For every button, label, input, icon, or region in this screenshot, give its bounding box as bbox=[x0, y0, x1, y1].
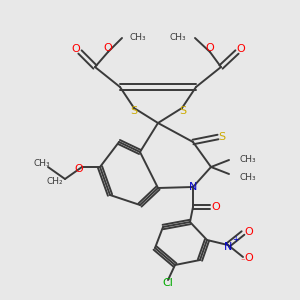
Text: O: O bbox=[103, 43, 112, 53]
Text: O: O bbox=[237, 44, 245, 54]
Text: CH₃: CH₃ bbox=[240, 172, 256, 182]
Text: S: S bbox=[130, 106, 138, 116]
Text: CH₃: CH₃ bbox=[240, 155, 256, 164]
Text: CH₃: CH₃ bbox=[130, 32, 147, 41]
Text: CH₃: CH₃ bbox=[34, 160, 50, 169]
Text: N: N bbox=[224, 242, 232, 252]
Text: N: N bbox=[189, 182, 197, 192]
Text: +: + bbox=[232, 236, 238, 244]
Text: CH₃: CH₃ bbox=[169, 32, 186, 41]
Text: Cl: Cl bbox=[163, 278, 173, 288]
Text: O: O bbox=[72, 44, 80, 54]
Text: CH₂: CH₂ bbox=[47, 176, 63, 185]
Text: O: O bbox=[244, 227, 253, 237]
Text: S: S bbox=[218, 132, 226, 142]
Text: O: O bbox=[244, 253, 253, 263]
Text: ⁻: ⁻ bbox=[241, 257, 245, 266]
Text: S: S bbox=[179, 106, 187, 116]
Text: O: O bbox=[75, 164, 83, 174]
Text: O: O bbox=[206, 43, 214, 53]
Text: O: O bbox=[212, 202, 220, 212]
